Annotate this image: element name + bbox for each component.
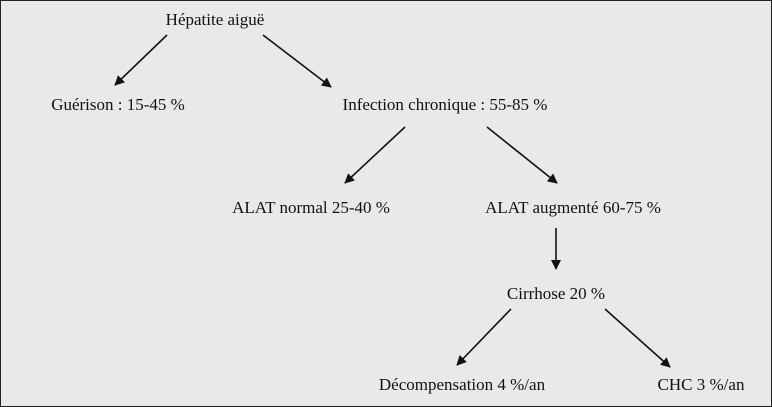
- arrow-acute-to-recovery: [114, 34, 168, 86]
- arrow-chronic-to-alat-normal: [344, 126, 406, 184]
- node-decompensation: Décompensation 4 %/an: [378, 375, 546, 394]
- arrow-acute-to-chronic: [262, 34, 332, 88]
- node-cirrhosis: Cirrhose 20 %: [506, 284, 606, 303]
- node-recovery: Guérison : 15-45 %: [51, 95, 185, 114]
- arrow-cirrhosis-to-hcc: [604, 308, 671, 368]
- arrow-chronic-to-alat-raised: [486, 126, 558, 184]
- node-hcc: CHC 3 %/an: [657, 375, 745, 394]
- arrow-cirrhosis-to-decompensation: [456, 308, 512, 366]
- node-alat-raised: ALAT augmenté 60-75 %: [485, 198, 661, 217]
- node-acute-hepatitis: Hépatite aiguë: [165, 10, 265, 29]
- node-chronic-infection: Infection chronique : 55-85 %: [342, 95, 548, 114]
- node-alat-normal: ALAT normal 25-40 %: [232, 198, 390, 217]
